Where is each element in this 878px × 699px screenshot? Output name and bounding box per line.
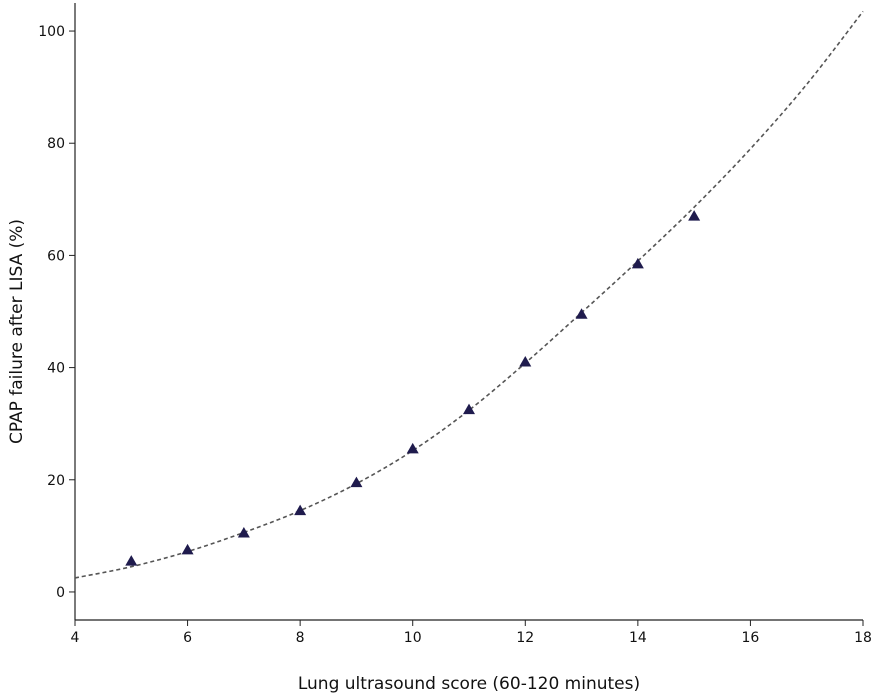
chart-axes: 4 6 8 10 12 14 16 18 0 20 40 60 80 100	[38, 3, 872, 646]
data-point	[406, 442, 419, 454]
data-point	[575, 308, 588, 319]
data-point	[181, 543, 194, 555]
y-tick-label: 80	[47, 136, 65, 152]
data-point	[631, 257, 644, 269]
y-tick-label: 20	[47, 473, 65, 489]
data-points	[125, 210, 701, 566]
y-tick-label: 100	[38, 24, 65, 40]
y-tick-label: 0	[56, 585, 65, 601]
data-point	[463, 403, 475, 415]
x-tick-label: 14	[629, 630, 647, 646]
x-tick-label: 10	[404, 630, 422, 646]
y-ticks: 0 20 40 60 80 100	[38, 24, 75, 601]
x-tick-label: 4	[71, 630, 80, 646]
data-point	[688, 210, 701, 221]
data-point	[519, 355, 532, 367]
data-point	[237, 527, 250, 538]
x-tick-label: 18	[854, 630, 872, 646]
y-tick-label: 60	[47, 248, 65, 264]
data-point	[294, 504, 307, 516]
x-tick-label: 16	[742, 630, 760, 646]
y-axis-title: CPAP failure after LISA (%)	[7, 219, 27, 444]
fit-curve	[74, 10, 864, 579]
x-tick-label: 6	[183, 630, 192, 646]
data-point	[350, 476, 363, 488]
x-tick-label: 8	[296, 630, 305, 646]
x-ticks: 4 6 8 10 12 14 16 18	[71, 620, 872, 646]
data-point	[125, 555, 138, 566]
x-tick-label: 12	[516, 630, 534, 646]
x-axis-title: Lung ultrasound score (60-120 minutes)	[298, 674, 640, 694]
y-tick-label: 40	[47, 361, 65, 377]
